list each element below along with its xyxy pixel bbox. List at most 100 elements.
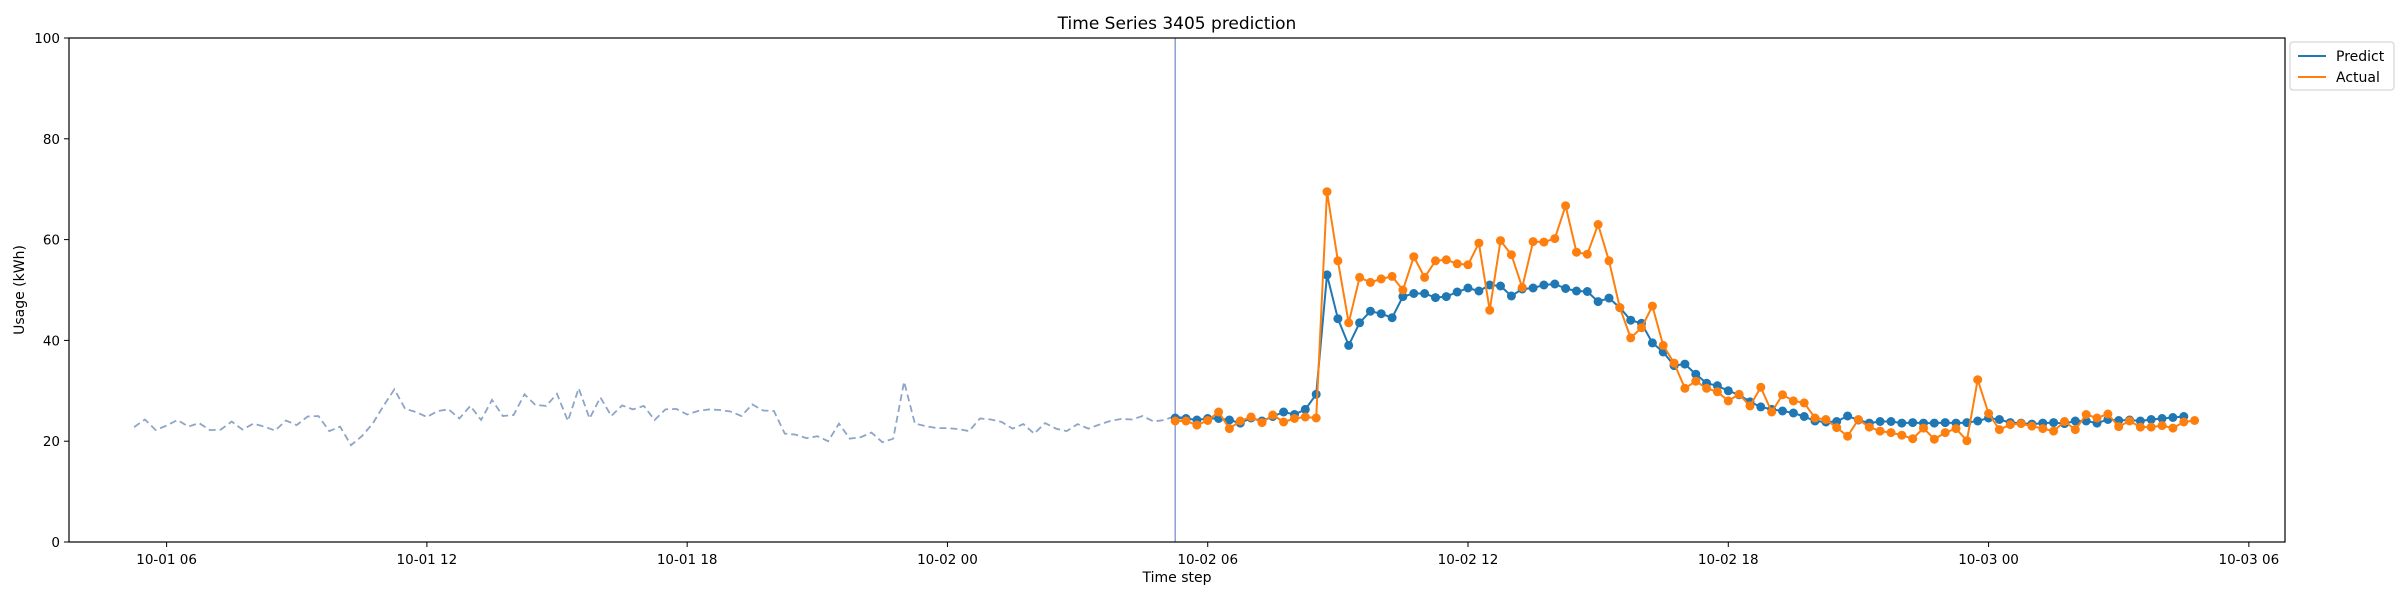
predict-point bbox=[2049, 418, 2059, 428]
actual-point bbox=[1572, 247, 1581, 257]
actual-point bbox=[2146, 422, 2156, 432]
predict-line bbox=[1175, 274, 2184, 426]
actual-point bbox=[1843, 431, 1853, 441]
actual-point bbox=[1615, 303, 1625, 313]
actual-point bbox=[1745, 401, 1755, 411]
actual-point bbox=[1463, 260, 1473, 270]
predict-point bbox=[1311, 389, 1321, 399]
actual-point bbox=[1485, 305, 1495, 315]
actual-point bbox=[1604, 256, 1614, 266]
predict-point bbox=[1344, 340, 1354, 350]
actual-point bbox=[1561, 201, 1571, 211]
actual-point bbox=[1734, 389, 1744, 399]
actual-point bbox=[2038, 424, 2048, 434]
x-tick-label: 10-02 18 bbox=[1698, 552, 1759, 568]
actual-point bbox=[1994, 425, 2004, 435]
predict-point bbox=[1680, 359, 1690, 369]
actual-point bbox=[1203, 416, 1213, 425]
actual-point bbox=[1170, 416, 1180, 426]
actual-point bbox=[1387, 271, 1397, 281]
actual-point bbox=[1593, 220, 1603, 229]
predict-point bbox=[1929, 418, 1939, 428]
actual-point bbox=[1257, 418, 1267, 428]
actual-point bbox=[1637, 323, 1646, 333]
actual-point bbox=[2114, 422, 2124, 432]
predict-point bbox=[1409, 289, 1419, 298]
predict-point bbox=[1647, 338, 1657, 348]
predict-point bbox=[2146, 415, 2156, 424]
actual-point bbox=[1528, 237, 1538, 247]
predict-point bbox=[1365, 306, 1375, 316]
predict-point bbox=[1224, 415, 1234, 425]
predict-point bbox=[1441, 292, 1451, 302]
history-line bbox=[133, 381, 1187, 447]
predict-point bbox=[1355, 318, 1365, 328]
actual-point bbox=[1431, 256, 1440, 266]
predict-point bbox=[1463, 283, 1473, 293]
actual-point bbox=[1864, 422, 1874, 432]
actual-point bbox=[2179, 417, 2189, 427]
actual-point bbox=[1799, 398, 1809, 408]
actual-point bbox=[1712, 387, 1722, 397]
predict-point bbox=[1279, 407, 1289, 417]
actual-point bbox=[2049, 426, 2059, 436]
legend-predict-label: Predict bbox=[2336, 49, 2385, 65]
actual-point bbox=[2103, 409, 2113, 419]
predict-point bbox=[1778, 406, 1787, 416]
actual-point bbox=[1832, 423, 1842, 433]
predict-point bbox=[1376, 309, 1386, 319]
legend: Predict Actual bbox=[2289, 41, 2395, 91]
predict-point bbox=[1561, 284, 1571, 293]
actual-point bbox=[1723, 396, 1733, 406]
actual-point bbox=[1192, 420, 1202, 430]
y-tick-label: 60 bbox=[43, 233, 60, 249]
predict-point bbox=[2168, 413, 2178, 422]
predict-point bbox=[1788, 408, 1798, 418]
actual-point bbox=[1441, 255, 1451, 265]
predict-point bbox=[1539, 280, 1549, 290]
x-tick-label: 10-03 00 bbox=[1958, 552, 2019, 568]
actual-point bbox=[1333, 256, 1343, 266]
actual-point bbox=[1496, 236, 1505, 246]
actual-point bbox=[1897, 430, 1907, 440]
y-tick-label: 0 bbox=[51, 535, 60, 551]
actual-point bbox=[2027, 421, 2037, 431]
actual-point bbox=[1886, 428, 1896, 438]
actual-point bbox=[1452, 259, 1462, 269]
actual-point bbox=[1550, 234, 1560, 244]
actual-point bbox=[1235, 416, 1245, 426]
predict-point bbox=[1973, 416, 1983, 426]
predict-point bbox=[1550, 279, 1560, 289]
actual-point bbox=[1517, 283, 1527, 292]
predict-point bbox=[1886, 417, 1896, 426]
actual-point bbox=[1658, 340, 1668, 350]
predict-point bbox=[1593, 297, 1603, 307]
actual-point bbox=[1821, 415, 1831, 424]
x-axis: 10-01 06 10-01 12 10-01 18 10-02 00 10-02 06… bbox=[136, 542, 2279, 568]
actual-point bbox=[1908, 434, 1918, 444]
predict-point bbox=[1994, 415, 2004, 424]
predict-point bbox=[1691, 369, 1701, 379]
actual-point bbox=[1984, 409, 1994, 418]
actual-point bbox=[1647, 301, 1657, 311]
predict-point bbox=[1723, 386, 1733, 396]
actual-point bbox=[1290, 414, 1299, 423]
predict-point bbox=[1626, 315, 1636, 325]
actual-point bbox=[1365, 277, 1375, 287]
predict-point bbox=[1474, 286, 1484, 296]
actual-point bbox=[1224, 424, 1234, 434]
actual-point bbox=[2060, 417, 2069, 426]
actual-point bbox=[1246, 412, 1256, 422]
predict-point bbox=[1572, 286, 1581, 296]
actual-point bbox=[1951, 424, 1961, 434]
actual-point bbox=[1680, 383, 1690, 393]
actual-point bbox=[1376, 274, 1386, 284]
actual-point bbox=[1539, 237, 1549, 247]
actual-point bbox=[1398, 285, 1408, 295]
predict-point bbox=[1908, 418, 1918, 428]
predict-point bbox=[1940, 418, 1950, 428]
actual-point bbox=[2190, 416, 2200, 425]
actual-point bbox=[1875, 426, 1885, 436]
predict-point bbox=[1420, 289, 1430, 298]
